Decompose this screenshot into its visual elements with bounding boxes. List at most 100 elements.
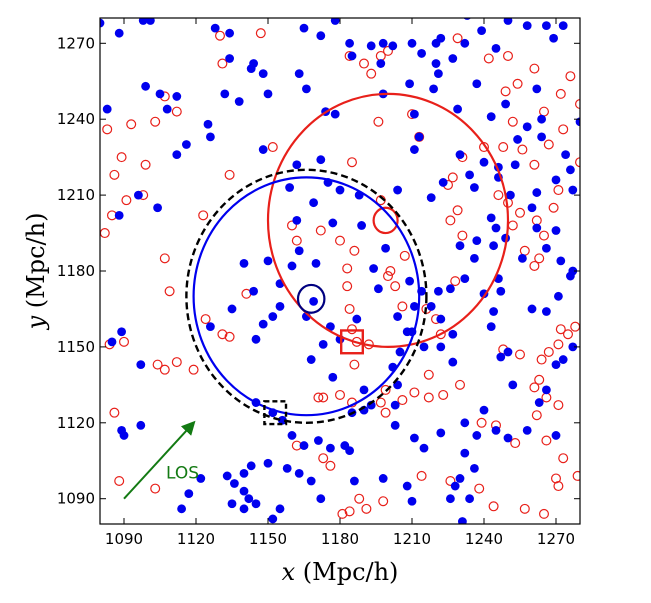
data-point [491, 43, 501, 53]
data-point [419, 443, 429, 453]
data-point [203, 119, 213, 129]
data-point [455, 150, 465, 160]
data-point [548, 202, 559, 213]
data-point [472, 431, 482, 440]
data-point [326, 443, 335, 453]
series-filled-circle [100, 18, 580, 524]
data-point [555, 88, 566, 99]
y-axis-label: y (Mpc/h) [22, 213, 50, 331]
data-point [434, 69, 443, 79]
data-point [572, 470, 580, 481]
data-point [407, 496, 417, 506]
data-point [472, 79, 482, 89]
data-point [551, 431, 561, 440]
data-point [429, 84, 438, 94]
data-point [402, 327, 412, 337]
data-point [302, 84, 311, 94]
data-point [447, 172, 458, 183]
data-point [328, 218, 338, 228]
blue-small-circle [296, 283, 326, 314]
data-point [347, 51, 357, 61]
data-point [489, 241, 498, 251]
data-point [436, 428, 446, 438]
y-tick-label: 1090 [57, 490, 95, 508]
data-point [458, 517, 467, 524]
data-point [410, 433, 419, 443]
x-tick-label: 1210 [393, 530, 431, 548]
data-point [136, 360, 146, 370]
data-point [220, 89, 230, 99]
data-point [507, 220, 518, 231]
data-point [126, 119, 137, 130]
data-point [200, 314, 211, 325]
data-point [460, 38, 470, 48]
data-point [337, 508, 348, 519]
data-point [316, 155, 326, 165]
data-point [498, 142, 509, 153]
data-point [410, 109, 419, 119]
data-point [460, 448, 470, 458]
blue-large-circle [192, 176, 421, 417]
data-point [555, 324, 566, 335]
data-point [568, 342, 578, 352]
data-point [267, 142, 278, 153]
data-point [532, 188, 542, 197]
data-point [472, 236, 482, 246]
data-point [159, 253, 170, 264]
data-point [263, 89, 273, 99]
data-point [405, 79, 414, 89]
data-point [315, 225, 326, 236]
data-point [335, 235, 346, 246]
data-point [397, 301, 408, 312]
x-tick-label: 1150 [249, 530, 287, 548]
data-point [366, 68, 377, 79]
data-point [460, 418, 470, 428]
data-point [426, 302, 436, 311]
data-point [347, 157, 358, 168]
data-point [465, 170, 474, 180]
data-point [278, 415, 287, 425]
data-point [407, 38, 417, 48]
data-point [434, 286, 443, 296]
x-axis-label: x (Mpc/h) [282, 558, 399, 586]
data-point [306, 355, 316, 364]
data-point [318, 392, 329, 403]
data-point [423, 392, 434, 403]
data-point [114, 28, 124, 38]
data-point [162, 104, 172, 114]
data-point [542, 21, 551, 30]
data-point [474, 483, 485, 494]
data-point [558, 124, 569, 135]
data-point [381, 243, 390, 253]
data-point [550, 473, 561, 484]
data-point [438, 178, 448, 187]
data-point [306, 476, 316, 486]
data-point [206, 322, 215, 332]
data-point [455, 379, 466, 390]
data-point [551, 360, 561, 370]
data-point [177, 504, 187, 514]
data-point [543, 139, 554, 150]
data-point [486, 213, 496, 223]
data-point [553, 481, 564, 492]
data-point [352, 314, 362, 324]
data-point [150, 116, 161, 127]
black-dashed-circle [185, 168, 428, 424]
data-point [465, 494, 474, 504]
data-point [172, 92, 182, 101]
data-point [354, 493, 365, 504]
data-point [196, 474, 206, 483]
data-point [294, 246, 304, 256]
data-point [316, 494, 326, 504]
data-point [558, 21, 568, 30]
axis-ticks: 1090 1120 1150 1180 1210 1240 1270 1090 1120 1150… [57, 18, 580, 548]
data-point [390, 420, 400, 430]
data-point [455, 241, 465, 251]
data-point [561, 150, 570, 160]
data-point [234, 97, 244, 106]
data-point [503, 433, 513, 443]
data-point [217, 58, 228, 69]
data-point [344, 506, 355, 517]
y-tick-label: 1210 [57, 186, 95, 204]
